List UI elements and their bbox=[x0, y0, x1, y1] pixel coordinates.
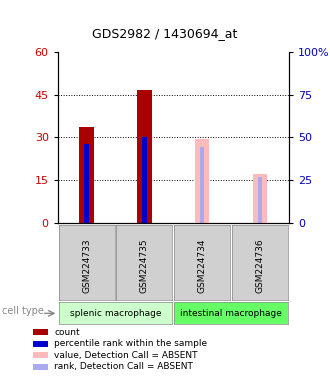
Bar bbox=[253, 174, 267, 223]
Bar bbox=[137, 90, 151, 223]
Bar bbox=[84, 144, 89, 223]
Text: value, Detection Call = ABSENT: value, Detection Call = ABSENT bbox=[54, 351, 198, 360]
Bar bbox=[142, 137, 147, 223]
Text: GSM224736: GSM224736 bbox=[255, 238, 264, 293]
Text: percentile rank within the sample: percentile rank within the sample bbox=[54, 339, 208, 348]
Text: rank, Detection Call = ABSENT: rank, Detection Call = ABSENT bbox=[54, 362, 193, 371]
Text: intestinal macrophage: intestinal macrophage bbox=[180, 309, 282, 318]
Bar bbox=[200, 147, 205, 223]
Text: GSM224733: GSM224733 bbox=[82, 238, 91, 293]
Text: count: count bbox=[54, 328, 80, 337]
Text: GSM224735: GSM224735 bbox=[140, 238, 149, 293]
Bar bbox=[195, 139, 209, 223]
Text: cell type: cell type bbox=[2, 306, 44, 316]
Text: GSM224734: GSM224734 bbox=[198, 238, 207, 293]
Bar bbox=[257, 177, 262, 223]
Bar bbox=[80, 127, 94, 223]
Text: splenic macrophage: splenic macrophage bbox=[70, 309, 161, 318]
Text: GDS2982 / 1430694_at: GDS2982 / 1430694_at bbox=[92, 27, 238, 40]
